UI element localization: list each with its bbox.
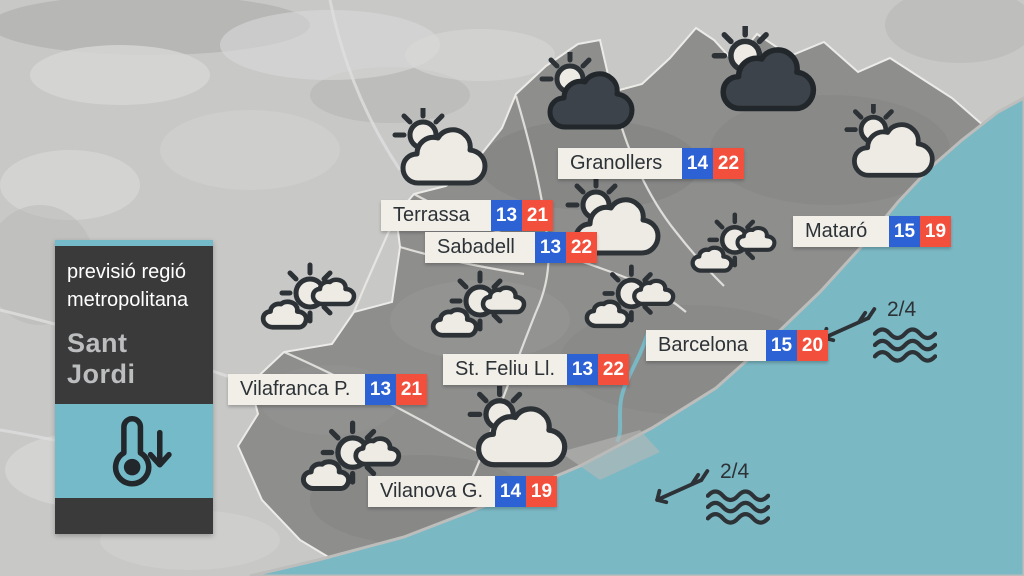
event-name: Sant Jordi — [67, 328, 136, 389]
panel-icon-box — [55, 404, 213, 498]
river — [615, 331, 650, 443]
info-panel: previsió regió metropolitana Sant Jordi — [55, 240, 213, 534]
thermometer-falling-icon — [78, 405, 190, 497]
panel-title-line1: previsió regió — [67, 261, 186, 283]
panel-head: previsió regió metropolitana Sant Jordi — [55, 246, 213, 404]
panel-title-line2: metropolitana — [67, 289, 189, 311]
panel-title: previsió regió metropolitana — [67, 258, 201, 314]
sea — [249, 96, 1024, 576]
panel-footer — [55, 498, 213, 534]
river-delta — [560, 430, 660, 480]
panel-accent-bar — [55, 240, 213, 246]
